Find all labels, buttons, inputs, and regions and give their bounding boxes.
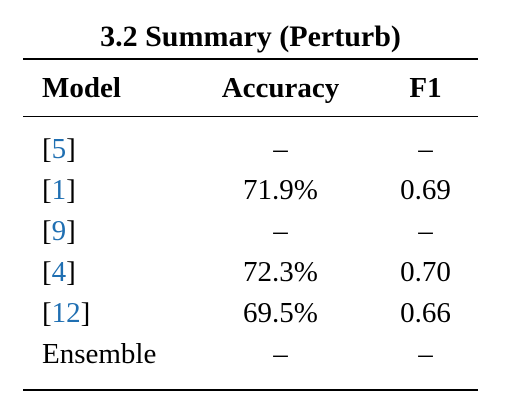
accuracy-cell: 72.3%: [243, 256, 318, 288]
f1-cell: –: [418, 338, 433, 370]
header-model: Model: [42, 71, 121, 104]
model-cell: [4]: [42, 256, 76, 288]
model-cell: [9]: [42, 215, 76, 247]
accuracy-cell: –: [273, 338, 288, 370]
accuracy-cell: –: [273, 215, 288, 247]
model-cell: Ensemble: [42, 338, 157, 370]
summary-table: 3.2 Summary (Perturb) Model Accuracy F1 …: [23, 20, 478, 391]
header-accuracy: Accuracy: [221, 71, 340, 104]
citation-link[interactable]: 1: [51, 174, 67, 206]
accuracy-cell: 71.9%: [243, 174, 318, 206]
bottom-rule: [23, 389, 478, 391]
table-caption: 3.2 Summary (Perturb): [100, 20, 401, 53]
mid-rule: [23, 116, 478, 117]
table-row: [4] 72.3% 0.70: [23, 252, 478, 293]
f1-cell: 0.70: [400, 256, 451, 288]
citation-link[interactable]: 4: [51, 256, 67, 288]
accuracy-cell: –: [273, 133, 288, 165]
accuracy-cell: 69.5%: [243, 297, 318, 329]
f1-cell: 0.69: [400, 174, 451, 206]
model-cell: [12]: [42, 297, 91, 329]
header-f1: F1: [409, 71, 442, 104]
f1-cell: 0.66: [400, 297, 451, 329]
table-row: [12] 69.5% 0.66: [23, 293, 478, 334]
model-cell: [1]: [42, 174, 76, 206]
table-row: Ensemble – –: [23, 334, 478, 375]
citation-link[interactable]: 12: [51, 297, 81, 329]
top-rule: [23, 58, 478, 60]
header-row: Model Accuracy F1: [23, 60, 478, 116]
table-row: [1] 71.9% 0.69: [23, 170, 478, 211]
citation-link[interactable]: 9: [51, 215, 67, 247]
citation-link[interactable]: 5: [51, 133, 67, 165]
f1-cell: –: [418, 215, 433, 247]
table-row: [9] – –: [23, 211, 478, 252]
table-row: [5] – –: [23, 129, 478, 170]
model-cell: [5]: [42, 133, 76, 165]
f1-cell: –: [418, 133, 433, 165]
